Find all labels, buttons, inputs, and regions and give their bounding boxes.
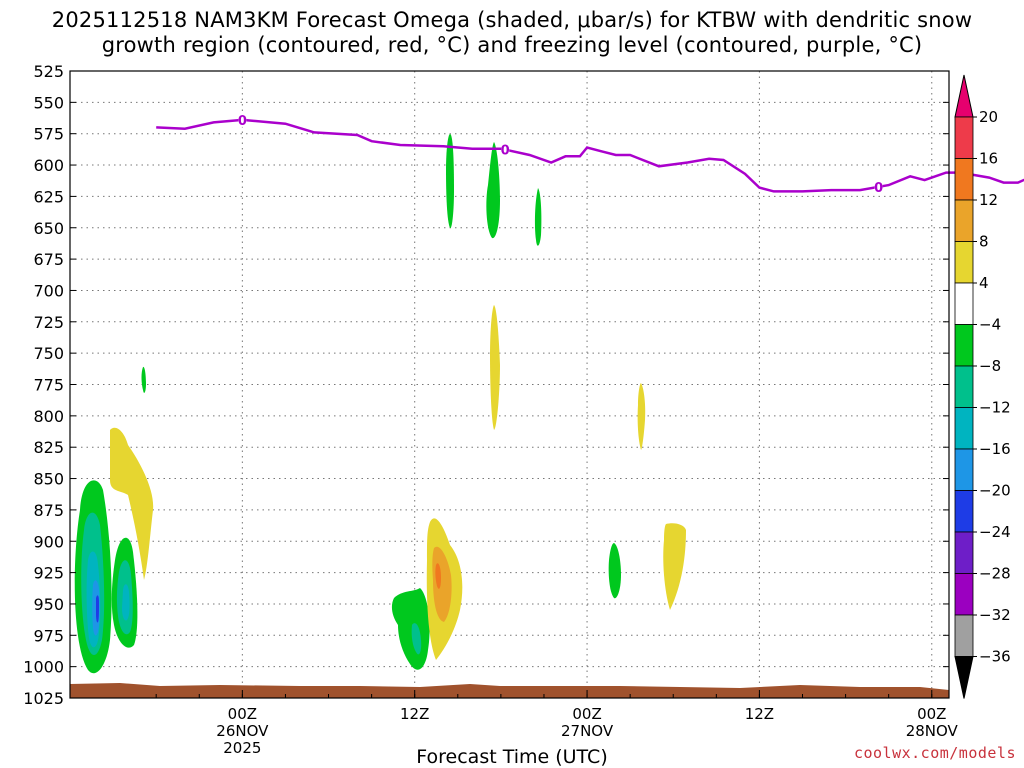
colorbar-label: −16 xyxy=(979,440,1011,458)
y-tick-label: 675 xyxy=(33,250,64,269)
chart-title-line2: growth region (contoured, red, °C) and f… xyxy=(101,33,923,57)
y-tick-label: 1000 xyxy=(23,658,64,677)
y-tick-label: 925 xyxy=(33,564,64,583)
colorbar-label: −4 xyxy=(979,316,1001,334)
colorbar-swatch xyxy=(954,448,974,491)
x-tick-label: 28NOV xyxy=(906,722,959,740)
y-axis: 525 550 575 600 625 650 675 700 725 750 775 800 825 8… xyxy=(23,62,949,708)
colorbar-label: −32 xyxy=(979,606,1011,624)
y-tick-label: 800 xyxy=(33,407,64,426)
freezing-level-label: 0 xyxy=(501,144,510,159)
omega-ascent-blob-main-lv5 xyxy=(96,595,99,623)
colorbar-label: −28 xyxy=(979,565,1011,583)
omega-ascent-streak-c xyxy=(534,188,542,246)
freezing-level-labels: 0 0 0 xyxy=(238,112,883,196)
x-tick-label: 27NOV xyxy=(561,722,614,740)
colorbar-swatch xyxy=(954,199,974,242)
freezing-level-line xyxy=(156,118,1024,193)
freezing-label-bg xyxy=(238,112,247,127)
y-tick-label: 650 xyxy=(33,219,64,238)
y-tick-label: 850 xyxy=(33,470,64,489)
freezing-label-bg xyxy=(874,179,883,194)
omega-shading xyxy=(74,134,686,674)
omega-ascent-small-725 xyxy=(141,366,146,393)
y-tick-label: 950 xyxy=(33,595,64,614)
plot-background xyxy=(70,71,949,698)
colorbar-swatch xyxy=(954,531,974,574)
y-tick-label: 575 xyxy=(33,125,64,144)
y-tick-label: 550 xyxy=(33,93,64,112)
x-tick-label: 2025 xyxy=(223,739,261,757)
grid xyxy=(70,71,949,698)
terrain xyxy=(70,683,949,698)
y-tick-label: 750 xyxy=(33,344,64,363)
freezing-level-label: 0 xyxy=(874,181,883,196)
colorbar-label: −24 xyxy=(979,523,1011,541)
colorbar-swatch xyxy=(954,490,974,533)
colorbar-swatch xyxy=(954,407,974,450)
freezing-level-label: 0 xyxy=(238,114,247,129)
colorbar-label: 4 xyxy=(979,274,989,292)
x-tick-label: 26NOV xyxy=(216,722,269,740)
omega-descent-blob-low-left xyxy=(110,427,154,580)
omega-ascent-streak-a xyxy=(446,134,454,229)
y-tick-label: 525 xyxy=(33,62,64,81)
colorbar-label: 20 xyxy=(979,108,998,126)
site-credit: coolwx.com/models xyxy=(853,744,1016,762)
colorbar-label: 12 xyxy=(979,191,998,209)
colorbar-swatch xyxy=(954,158,974,201)
omega-descent-small-760 xyxy=(637,383,646,450)
colorbar-label: −8 xyxy=(979,357,1001,375)
x-axis-label: Forecast Time (UTC) xyxy=(416,746,608,768)
omega-ascent-blob-27nov-lv2 xyxy=(411,623,422,655)
y-tick-label: 600 xyxy=(33,156,64,175)
y-tick-label: 700 xyxy=(33,281,64,300)
colorbar-swatch xyxy=(954,241,974,284)
colorbar-top-arrow xyxy=(954,74,974,118)
x-tick-label: 00Z xyxy=(572,705,601,723)
y-tick-label: 775 xyxy=(33,376,64,395)
omega-ascent-small-900 xyxy=(608,543,621,599)
chart-title-line1: 2025112518 NAM3KM Forecast Omega (shaded… xyxy=(51,8,973,32)
x-tick-label: 00Z xyxy=(228,705,257,723)
y-tick-label: 825 xyxy=(33,438,64,457)
colorbar-swatch xyxy=(954,365,974,408)
colorbar-label: 16 xyxy=(979,150,998,168)
colorbar-label: 8 xyxy=(979,233,989,251)
y-tick-label: 1025 xyxy=(23,689,64,708)
colorbar-swatch xyxy=(954,573,974,616)
x-tick-label: 12Z xyxy=(745,705,774,723)
colorbar-swatch xyxy=(954,282,974,325)
colorbar-swatch xyxy=(954,116,974,159)
colorbar-swatch xyxy=(954,324,974,367)
y-tick-label: 975 xyxy=(33,626,64,645)
omega-ascent-blob-side-lv3 xyxy=(122,584,130,621)
colorbar-label: −20 xyxy=(979,482,1011,500)
omega-ascent-streak-b xyxy=(486,142,500,239)
x-tick-label: 00Z xyxy=(917,705,946,723)
colorbar-bottom-arrow xyxy=(954,656,974,699)
colorbar-label: −36 xyxy=(979,648,1011,666)
omega-colorbar: 20 16 12 8 4 −4 −8 −12 −16 −20 −24 −28 −32 −36 xyxy=(954,74,1011,699)
freezing-label-bg xyxy=(501,142,510,157)
colorbar-swatch xyxy=(954,614,974,657)
x-tick-label: 12Z xyxy=(400,705,429,723)
y-tick-label: 875 xyxy=(33,501,64,520)
omega-descent-streak-700 xyxy=(490,305,500,430)
omega-descent-blob-27nov-lv3 xyxy=(435,563,441,589)
y-tick-label: 900 xyxy=(33,532,64,551)
y-tick-label: 625 xyxy=(33,187,64,206)
y-tick-label: 725 xyxy=(33,313,64,332)
colorbar-label: −12 xyxy=(979,399,1011,417)
omega-descent-small-880 xyxy=(663,523,686,610)
